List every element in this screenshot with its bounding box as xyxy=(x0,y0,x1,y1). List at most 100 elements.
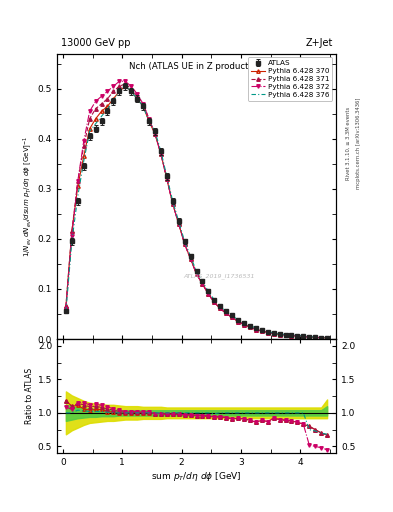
Y-axis label: $1/N_{ev}\ dN_{ev}/dsum\ p_T/d\eta\ d\phi\ [\mathrm{GeV}]^{-1}$: $1/N_{ev}\ dN_{ev}/dsum\ p_T/d\eta\ d\ph… xyxy=(21,136,33,257)
Pythia 6.428 370 xyxy=(236,318,241,325)
Pythia 6.428 372 xyxy=(230,314,235,321)
Pythia 6.428 376 xyxy=(307,333,312,339)
Pythia 6.428 370 xyxy=(242,322,246,328)
Pythia 6.428 370 xyxy=(147,118,151,124)
Pythia 6.428 370 xyxy=(200,281,205,287)
Pythia 6.428 372 xyxy=(313,334,318,340)
Pythia 6.428 372 xyxy=(105,88,110,94)
Pythia 6.428 376 xyxy=(319,334,323,340)
Pythia 6.428 372 xyxy=(188,256,193,262)
Pythia 6.428 376 xyxy=(206,288,211,294)
Text: 13000 GeV pp: 13000 GeV pp xyxy=(61,38,130,48)
Pythia 6.428 376 xyxy=(248,323,252,329)
Pythia 6.428 370 xyxy=(93,116,98,122)
Pythia 6.428 371 xyxy=(164,176,169,182)
Pythia 6.428 371 xyxy=(93,106,98,112)
Pythia 6.428 371 xyxy=(289,332,294,338)
Pythia 6.428 376 xyxy=(158,148,163,155)
Pythia 6.428 370 xyxy=(129,88,134,94)
Y-axis label: Ratio to ATLAS: Ratio to ATLAS xyxy=(25,368,33,424)
Pythia 6.428 370 xyxy=(289,332,294,338)
Pythia 6.428 371 xyxy=(147,116,151,122)
Pythia 6.428 370 xyxy=(70,228,74,234)
Pythia 6.428 370 xyxy=(283,332,288,338)
Pythia 6.428 372 xyxy=(64,306,68,312)
Pythia 6.428 372 xyxy=(141,101,145,107)
Pythia 6.428 370 xyxy=(87,126,92,132)
Pythia 6.428 371 xyxy=(259,328,264,334)
Pythia 6.428 370 xyxy=(171,201,175,207)
Pythia 6.428 371 xyxy=(75,178,80,184)
Text: Nch (ATLAS UE in Z production): Nch (ATLAS UE in Z production) xyxy=(129,62,264,71)
Pythia 6.428 372 xyxy=(259,328,264,334)
Text: Z+Jet: Z+Jet xyxy=(306,38,333,48)
Pythia 6.428 372 xyxy=(295,333,300,339)
Pythia 6.428 376 xyxy=(253,325,258,331)
Pythia 6.428 372 xyxy=(135,91,140,97)
Pythia 6.428 371 xyxy=(301,333,306,339)
Pythia 6.428 371 xyxy=(206,291,211,297)
Pythia 6.428 371 xyxy=(265,329,270,335)
Pythia 6.428 376 xyxy=(212,297,217,303)
Pythia 6.428 372 xyxy=(176,221,181,227)
Pythia 6.428 372 xyxy=(99,93,104,99)
Pythia 6.428 371 xyxy=(135,93,140,99)
Pythia 6.428 371 xyxy=(242,322,246,328)
Pythia 6.428 372 xyxy=(283,332,288,338)
Pythia 6.428 371 xyxy=(212,300,217,306)
Pythia 6.428 372 xyxy=(87,108,92,114)
Pythia 6.428 370 xyxy=(218,306,222,312)
Pythia 6.428 376 xyxy=(75,194,80,200)
Pythia 6.428 372 xyxy=(206,291,211,297)
Pythia 6.428 372 xyxy=(265,329,270,335)
Pythia 6.428 372 xyxy=(224,310,229,316)
Pythia 6.428 371 xyxy=(99,101,104,107)
Pythia 6.428 370 xyxy=(259,328,264,334)
Pythia 6.428 371 xyxy=(111,88,116,94)
Text: Rivet 3.1.10, ≥ 3.3M events: Rivet 3.1.10, ≥ 3.3M events xyxy=(346,106,351,180)
Pythia 6.428 372 xyxy=(319,334,323,340)
Pythia 6.428 372 xyxy=(212,300,217,306)
Pythia 6.428 370 xyxy=(99,108,104,114)
Pythia 6.428 376 xyxy=(230,312,235,318)
Pythia 6.428 370 xyxy=(105,103,110,110)
Pythia 6.428 371 xyxy=(117,83,122,90)
Pythia 6.428 376 xyxy=(194,268,199,274)
Pythia 6.428 372 xyxy=(152,131,157,137)
Pythia 6.428 376 xyxy=(236,317,241,323)
Pythia 6.428 371 xyxy=(152,131,157,137)
Pythia 6.428 370 xyxy=(224,310,229,316)
Pythia 6.428 371 xyxy=(129,86,134,92)
Pythia 6.428 370 xyxy=(111,96,116,102)
Pythia 6.428 372 xyxy=(289,332,294,338)
Pythia 6.428 376 xyxy=(171,198,175,204)
Line: Pythia 6.428 372: Pythia 6.428 372 xyxy=(64,79,329,340)
Pythia 6.428 370 xyxy=(194,271,199,277)
Pythia 6.428 371 xyxy=(81,143,86,150)
Pythia 6.428 371 xyxy=(271,330,276,336)
Pythia 6.428 376 xyxy=(289,332,294,338)
Pythia 6.428 371 xyxy=(253,327,258,333)
Line: Pythia 6.428 376: Pythia 6.428 376 xyxy=(66,87,327,337)
Pythia 6.428 370 xyxy=(319,334,323,340)
Pythia 6.428 376 xyxy=(182,239,187,245)
Pythia 6.428 376 xyxy=(295,332,300,338)
Pythia 6.428 372 xyxy=(194,271,199,277)
Pythia 6.428 376 xyxy=(111,98,116,104)
Pythia 6.428 372 xyxy=(129,83,134,90)
Pythia 6.428 371 xyxy=(248,324,252,330)
Pythia 6.428 371 xyxy=(277,331,282,337)
Pythia 6.428 370 xyxy=(75,183,80,189)
Pythia 6.428 372 xyxy=(111,83,116,90)
Pythia 6.428 370 xyxy=(135,96,140,102)
Pythia 6.428 376 xyxy=(259,327,264,333)
Pythia 6.428 371 xyxy=(218,306,222,312)
Pythia 6.428 370 xyxy=(253,327,258,333)
Pythia 6.428 372 xyxy=(164,176,169,182)
Pythia 6.428 370 xyxy=(81,153,86,159)
Text: ATLAS_2019_I1736531: ATLAS_2019_I1736531 xyxy=(183,273,255,279)
Pythia 6.428 370 xyxy=(295,333,300,339)
Pythia 6.428 370 xyxy=(123,83,128,90)
Pythia 6.428 370 xyxy=(158,151,163,157)
Pythia 6.428 376 xyxy=(313,334,318,340)
